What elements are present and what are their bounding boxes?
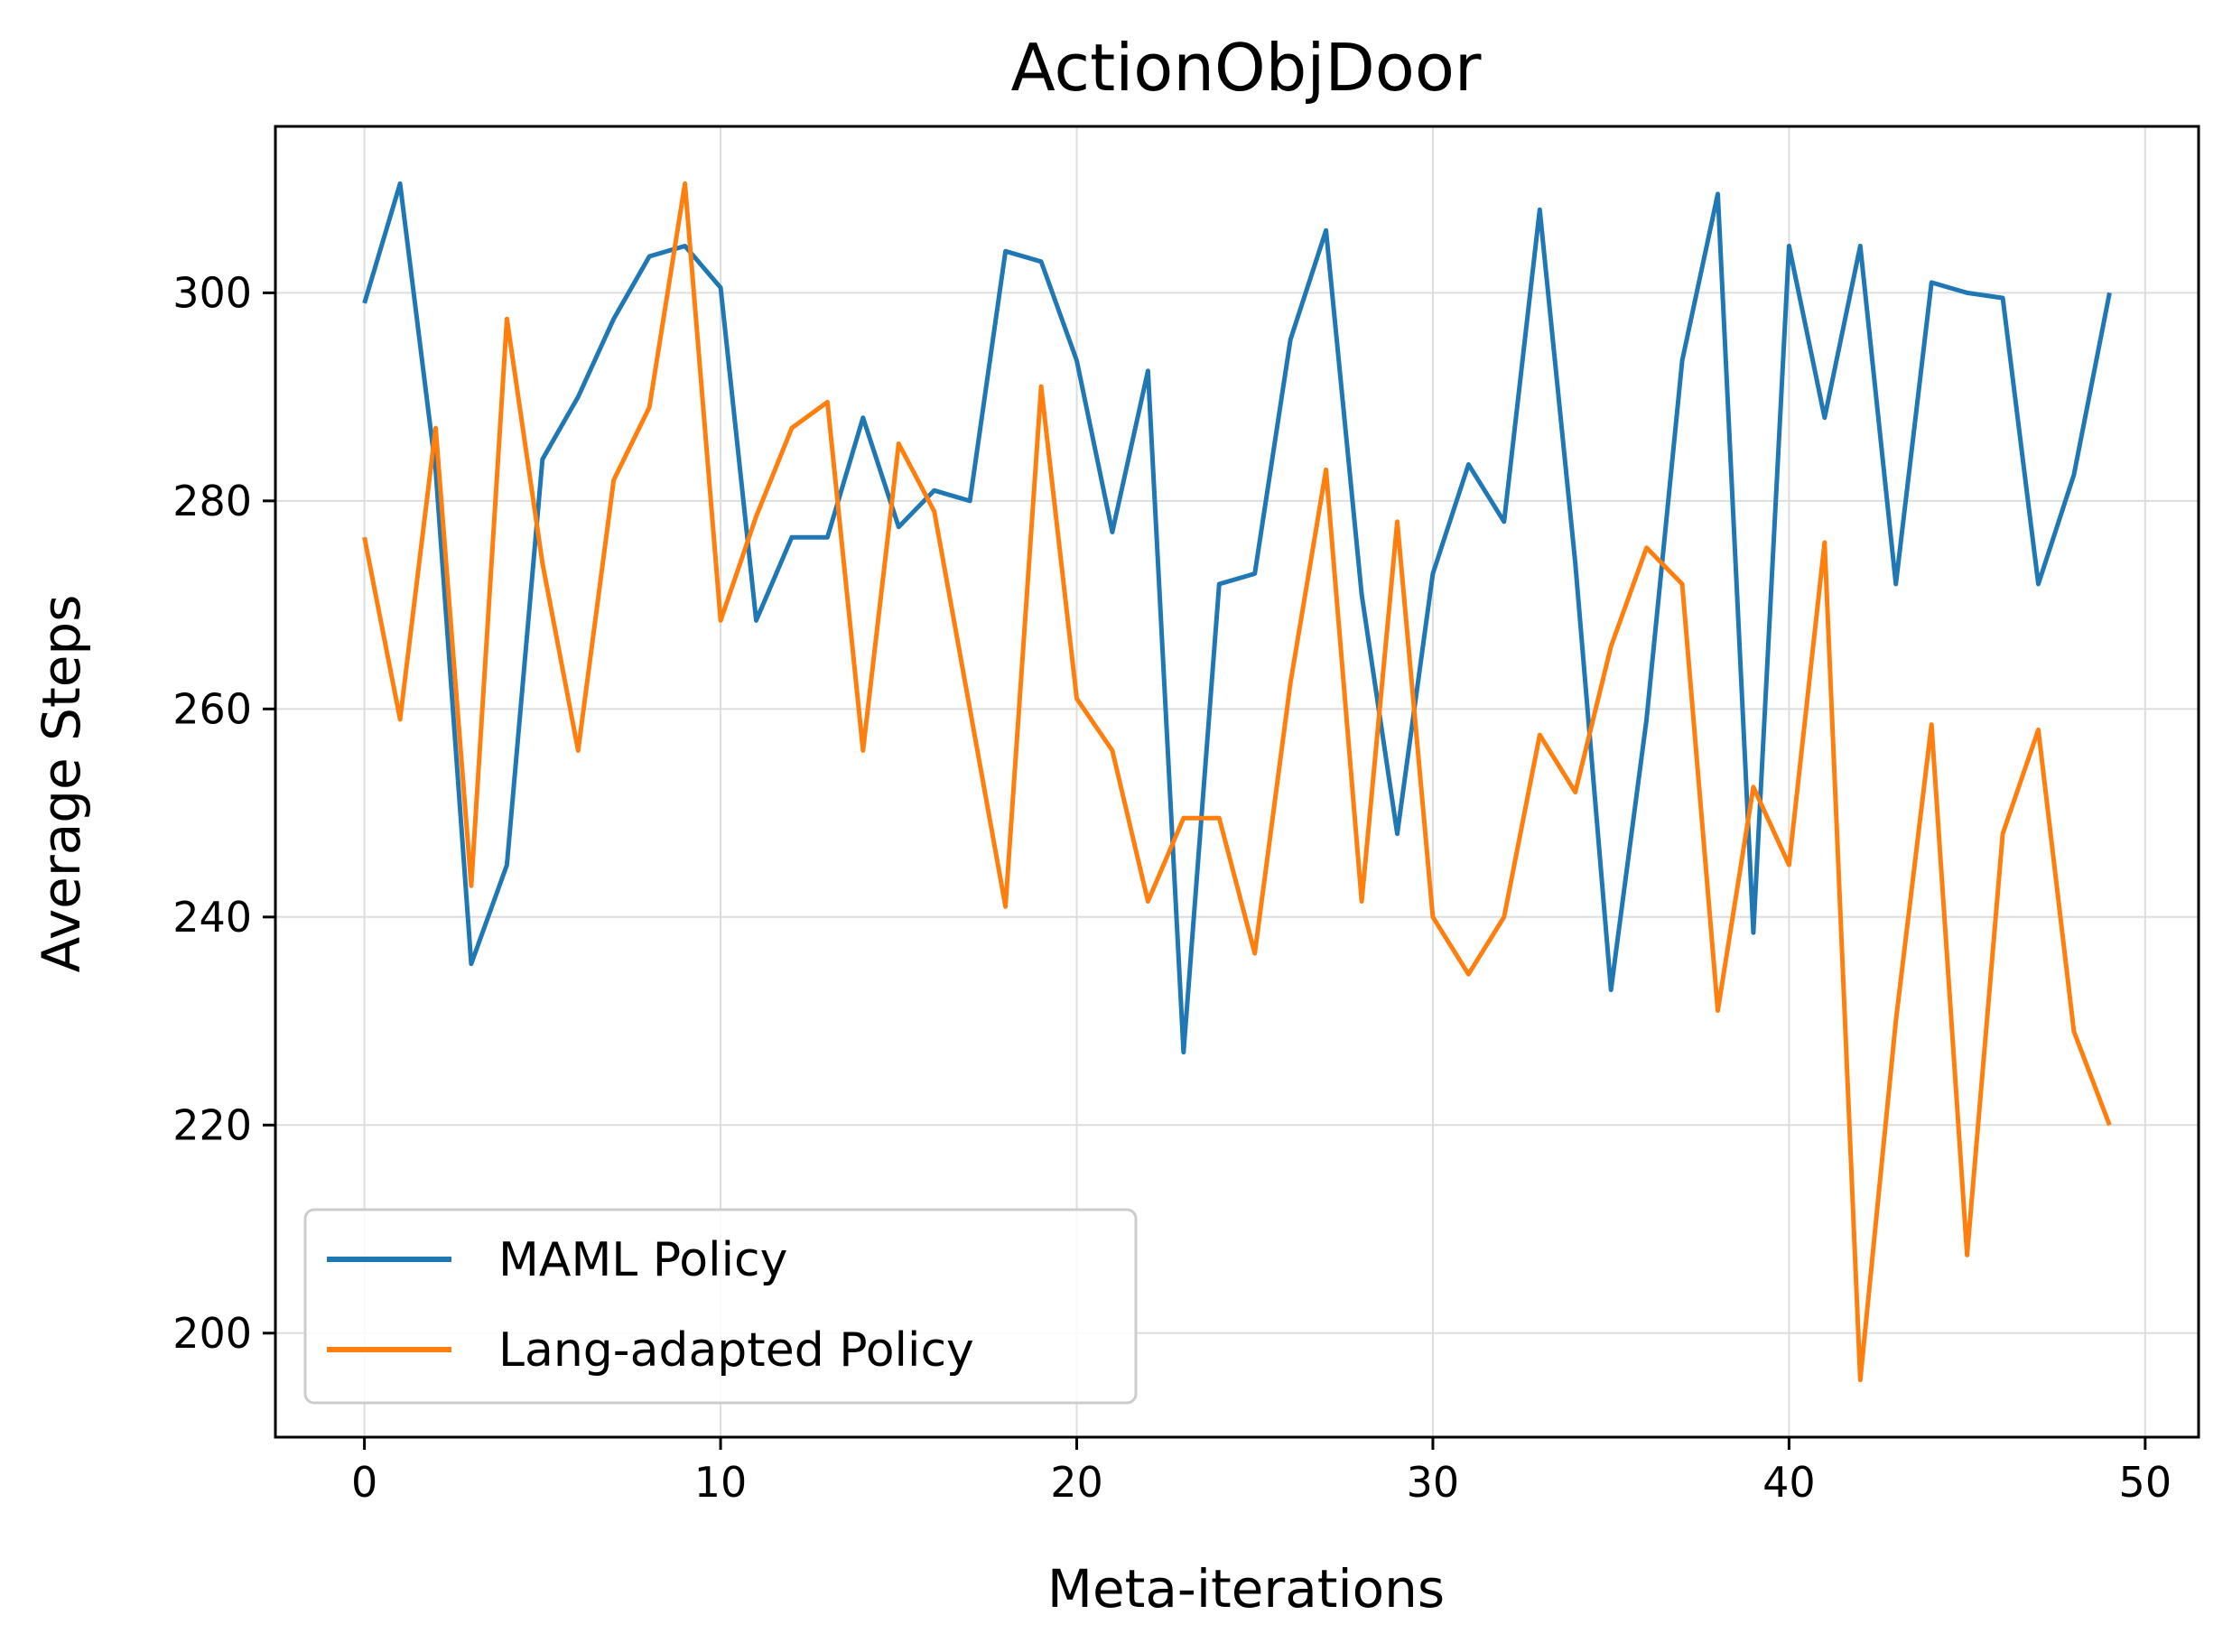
y-tick-label: 300 xyxy=(172,268,252,317)
x-tick-label: 50 xyxy=(2119,1458,2172,1507)
x-axis-label: Meta-iterations xyxy=(1047,1558,1445,1620)
y-tick-label: 240 xyxy=(172,893,252,942)
x-tick-label: 10 xyxy=(694,1458,748,1507)
x-tick-label: 20 xyxy=(1050,1458,1103,1507)
chart-title: ActionObjDoor xyxy=(1010,30,1481,106)
legend-label-lang-adapted: Lang-adapted Policy xyxy=(498,1323,974,1378)
y-tick-label: 220 xyxy=(172,1100,252,1149)
x-tick-label: 0 xyxy=(351,1458,377,1507)
legend-label-maml: MAML Policy xyxy=(498,1233,787,1287)
y-tick-label: 260 xyxy=(172,684,252,733)
y-axis-label: Average Steps xyxy=(31,595,92,973)
legend: MAML Policy Lang-adapted Policy xyxy=(305,1210,1136,1403)
y-tick-label: 200 xyxy=(172,1309,252,1358)
y-tick-label: 280 xyxy=(172,477,252,525)
x-tick-label: 30 xyxy=(1407,1458,1460,1507)
x-tick-label: 40 xyxy=(1762,1458,1816,1507)
